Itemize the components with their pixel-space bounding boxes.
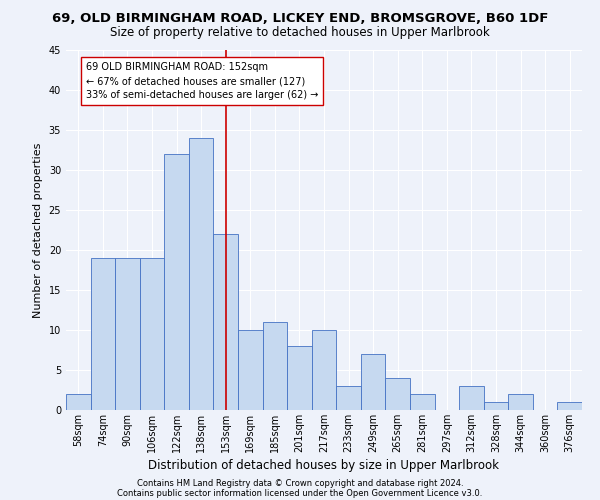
Bar xyxy=(410,394,434,410)
Bar xyxy=(484,402,508,410)
Bar xyxy=(287,346,312,410)
Y-axis label: Number of detached properties: Number of detached properties xyxy=(33,142,43,318)
Bar xyxy=(508,394,533,410)
Bar xyxy=(459,386,484,410)
Bar xyxy=(263,322,287,410)
Text: Size of property relative to detached houses in Upper Marlbrook: Size of property relative to detached ho… xyxy=(110,26,490,39)
Bar xyxy=(312,330,336,410)
Text: Contains public sector information licensed under the Open Government Licence v3: Contains public sector information licen… xyxy=(118,488,482,498)
X-axis label: Distribution of detached houses by size in Upper Marlbrook: Distribution of detached houses by size … xyxy=(149,459,499,472)
Bar xyxy=(214,234,238,410)
Bar xyxy=(66,394,91,410)
Bar xyxy=(557,402,582,410)
Bar xyxy=(238,330,263,410)
Bar xyxy=(164,154,189,410)
Text: 69, OLD BIRMINGHAM ROAD, LICKEY END, BROMSGROVE, B60 1DF: 69, OLD BIRMINGHAM ROAD, LICKEY END, BRO… xyxy=(52,12,548,26)
Bar xyxy=(385,378,410,410)
Text: 69 OLD BIRMINGHAM ROAD: 152sqm
← 67% of detached houses are smaller (127)
33% of: 69 OLD BIRMINGHAM ROAD: 152sqm ← 67% of … xyxy=(86,62,318,100)
Bar xyxy=(189,138,214,410)
Bar xyxy=(91,258,115,410)
Bar xyxy=(361,354,385,410)
Text: Contains HM Land Registry data © Crown copyright and database right 2024.: Contains HM Land Registry data © Crown c… xyxy=(137,478,463,488)
Bar xyxy=(336,386,361,410)
Bar xyxy=(115,258,140,410)
Bar xyxy=(140,258,164,410)
